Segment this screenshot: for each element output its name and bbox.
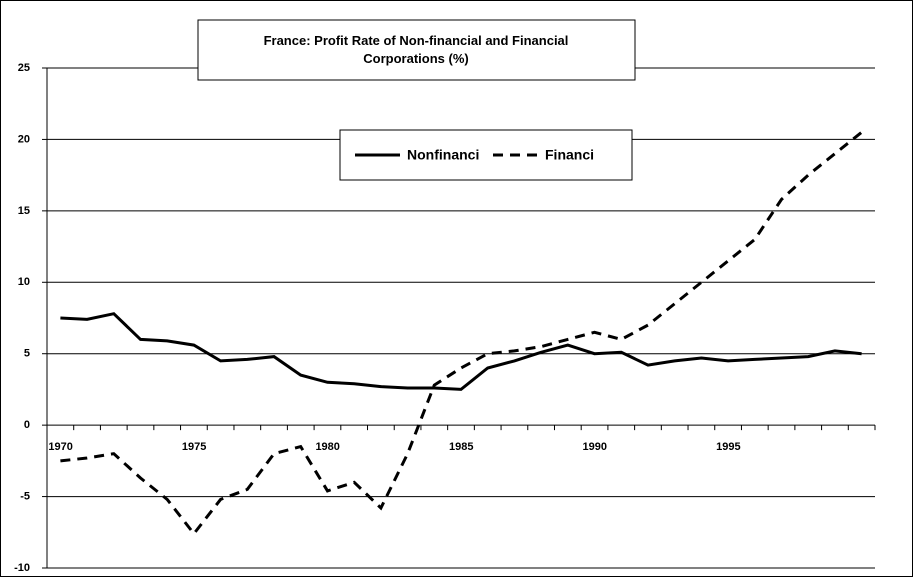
y-tick-label: 15 bbox=[18, 205, 30, 217]
x-tick-label: 1990 bbox=[583, 441, 607, 453]
x-tick-label: 1995 bbox=[716, 441, 740, 453]
y-tick-label: 20 bbox=[18, 133, 30, 145]
title-box bbox=[197, 19, 636, 81]
y-tick-label: 10 bbox=[18, 276, 30, 288]
y-tick-label: 0 bbox=[24, 419, 30, 431]
legend-label: Financi bbox=[545, 147, 594, 163]
y-tick-label: -5 bbox=[20, 490, 30, 502]
y-tick-label: -10 bbox=[14, 562, 30, 574]
x-tick-label: 1980 bbox=[315, 441, 339, 453]
x-tick-label: 1970 bbox=[48, 441, 72, 453]
y-tick-label: 5 bbox=[24, 348, 30, 360]
legend-label: Nonfinanci bbox=[407, 147, 479, 163]
x-tick-label: 1985 bbox=[449, 441, 473, 453]
x-tick-label: 1975 bbox=[182, 441, 206, 453]
chart-title: France: Profit Rate of Non-financial and… bbox=[264, 33, 569, 66]
y-tick-label: 25 bbox=[18, 62, 30, 74]
series-line bbox=[60, 312, 862, 391]
